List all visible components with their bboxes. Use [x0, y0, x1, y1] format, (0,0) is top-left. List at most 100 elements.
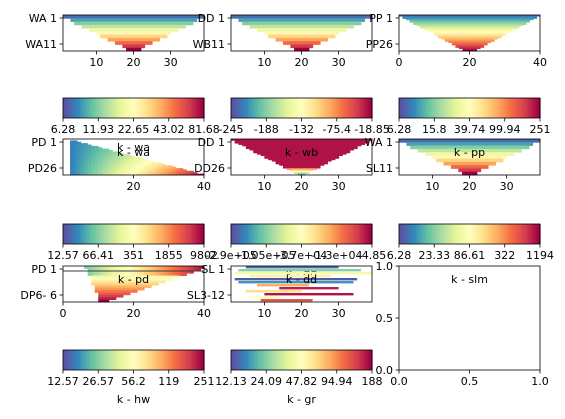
heatmap-cell [286, 140, 291, 143]
heatmap-cell [126, 41, 131, 45]
heatmap-cell [182, 266, 187, 269]
heatmap-cell [504, 29, 509, 31]
heatmap-cell [508, 17, 513, 19]
heatmap-cell [494, 30, 499, 33]
x-tick-label: 30 [332, 180, 346, 193]
heatmap-cell [308, 161, 314, 163]
heatmap-cell [432, 148, 437, 153]
colorbar-segment [303, 224, 307, 244]
x-tick-label: 10 [257, 56, 271, 69]
heatmap-cell [451, 43, 456, 46]
heatmap-cell [256, 18, 262, 22]
colorbar-segment [353, 350, 357, 370]
heatmap-cell [342, 152, 347, 155]
colorbar-segment [334, 98, 338, 118]
colorbar-segment [308, 98, 312, 118]
heatmap-cell [178, 21, 183, 26]
heatmap-cell [448, 35, 453, 37]
heatmap-cell [98, 152, 103, 155]
heatmap-cell [305, 150, 310, 152]
colorbar-segment [72, 98, 76, 118]
colorbar-segment [201, 98, 205, 118]
colorbar-segment [159, 98, 163, 118]
heatmap-cell [256, 28, 262, 32]
heatmap-cell [268, 148, 273, 151]
heatmap-cell [346, 148, 351, 151]
heatmap-cell [490, 35, 495, 37]
heatmap-cell [327, 18, 332, 22]
heatmap-cell [490, 15, 495, 17]
heatmap-cell [118, 21, 123, 26]
heatmap-cell [297, 161, 302, 163]
heatmap-cell [301, 34, 306, 39]
heatmap-cell [294, 148, 299, 151]
heatmap-cell [73, 172, 78, 175]
heatmap-cell [420, 19, 425, 22]
heatmap-cell [73, 169, 78, 172]
heatmap-cell [334, 154, 340, 157]
heatmap-cell [126, 18, 131, 22]
heatmap-cell [105, 172, 110, 175]
heatmap-cell [196, 266, 201, 269]
heatmap-cell [129, 165, 134, 168]
heatmap-cell [308, 18, 314, 22]
heatmap-cell [268, 18, 273, 22]
heatmap-cell [491, 142, 496, 146]
heatmap-cell [275, 15, 280, 19]
colorbar-segment [287, 350, 291, 370]
heatmap-cell [154, 173, 159, 176]
heatmap-cell [469, 25, 474, 28]
heatmap-cell [242, 139, 247, 141]
heatmap-cell [256, 21, 262, 26]
heatmap-cell [87, 266, 92, 269]
colorbar-segment [145, 224, 149, 244]
heatmap-cell [423, 16, 428, 18]
colorbar-segment [417, 224, 421, 244]
colorbar-segment [509, 98, 513, 118]
heatmap-cell [331, 34, 336, 39]
heatmap-cell [294, 47, 299, 52]
heatmap-cell [140, 273, 145, 276]
heatmap-cell [338, 28, 343, 32]
heatmap-cell [497, 33, 502, 35]
heatmap-cell [473, 165, 478, 169]
heatmap-cell [98, 270, 103, 274]
colorbar-segment [308, 224, 312, 244]
colorbar-segment [287, 98, 291, 118]
heatmap-cell [327, 144, 332, 147]
heatmap-cell [316, 41, 321, 45]
heatmap-cell [480, 36, 485, 39]
heatmap-cell [491, 152, 496, 156]
colorbar-segment [126, 98, 130, 118]
heatmap-cell [421, 148, 426, 153]
heatmap-cell [282, 41, 288, 45]
heatmap-cell [497, 27, 502, 29]
heatmap-cell [275, 159, 280, 162]
colorbar-segment [481, 224, 485, 244]
heatmap-cell [101, 170, 106, 173]
heatmap-cell [297, 47, 302, 52]
heatmap-cell [122, 161, 127, 163]
colorbar-segment [171, 350, 175, 370]
heatmap-cell [126, 168, 131, 170]
heatmap-cell [334, 31, 340, 36]
heatmap-cell [264, 155, 269, 158]
heatmap-cell [98, 268, 103, 272]
colorbar-segment [131, 350, 135, 370]
heatmap-cell [441, 24, 446, 27]
heatmap-cell [105, 292, 110, 296]
heatmap-cell [483, 22, 488, 24]
heatmap-cell [430, 15, 435, 17]
colorbar-segment [516, 98, 520, 118]
heatmap-cell [430, 28, 435, 30]
heatmap-cell [94, 285, 99, 288]
heatmap-cell [518, 21, 523, 23]
heatmap-cell [290, 21, 295, 26]
colorbar-segment [98, 224, 102, 244]
heatmap-cell [308, 150, 314, 152]
heatmap-cell [497, 16, 502, 18]
colorbar-segment [320, 224, 324, 244]
heatmap-cell [129, 166, 134, 169]
heatmap-cell [174, 15, 179, 19]
heatmap-cell [147, 162, 152, 165]
